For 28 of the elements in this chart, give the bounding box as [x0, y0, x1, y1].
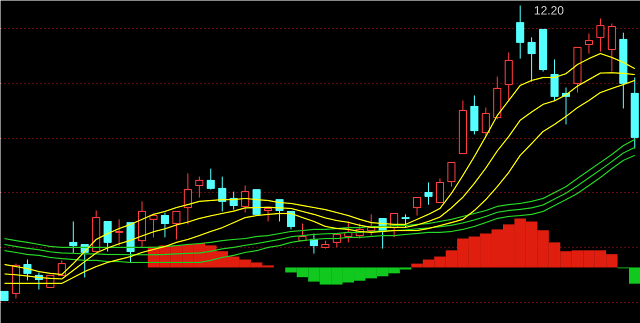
candlestick — [584, 33, 593, 54]
candlestick — [412, 197, 422, 216]
candlestick — [241, 184, 250, 214]
candlestick — [218, 176, 226, 212]
candlestick — [402, 214, 410, 228]
candlestick — [0, 290, 9, 301]
candlestick — [596, 18, 604, 52]
candlestick — [528, 36, 536, 82]
candlestick — [160, 212, 169, 238]
candlestick — [286, 210, 296, 230]
candlestick — [115, 218, 124, 246]
annotation: 12.20 — [534, 4, 564, 18]
candlestick — [149, 212, 158, 238]
candlestick — [264, 208, 272, 222]
candlestick — [184, 172, 192, 225]
candlestick — [58, 260, 66, 276]
candlestick — [482, 107, 490, 136]
candlestick — [424, 182, 433, 206]
candlestick — [550, 58, 559, 102]
candlestick — [436, 178, 444, 204]
candlestick — [206, 168, 215, 190]
candlestick — [608, 23, 616, 72]
candlestick — [69, 220, 78, 254]
candlestick — [104, 220, 112, 252]
candlestick — [172, 210, 180, 240]
candlestick — [195, 176, 204, 198]
candlestick — [516, 5, 524, 60]
candlestick — [447, 162, 456, 188]
